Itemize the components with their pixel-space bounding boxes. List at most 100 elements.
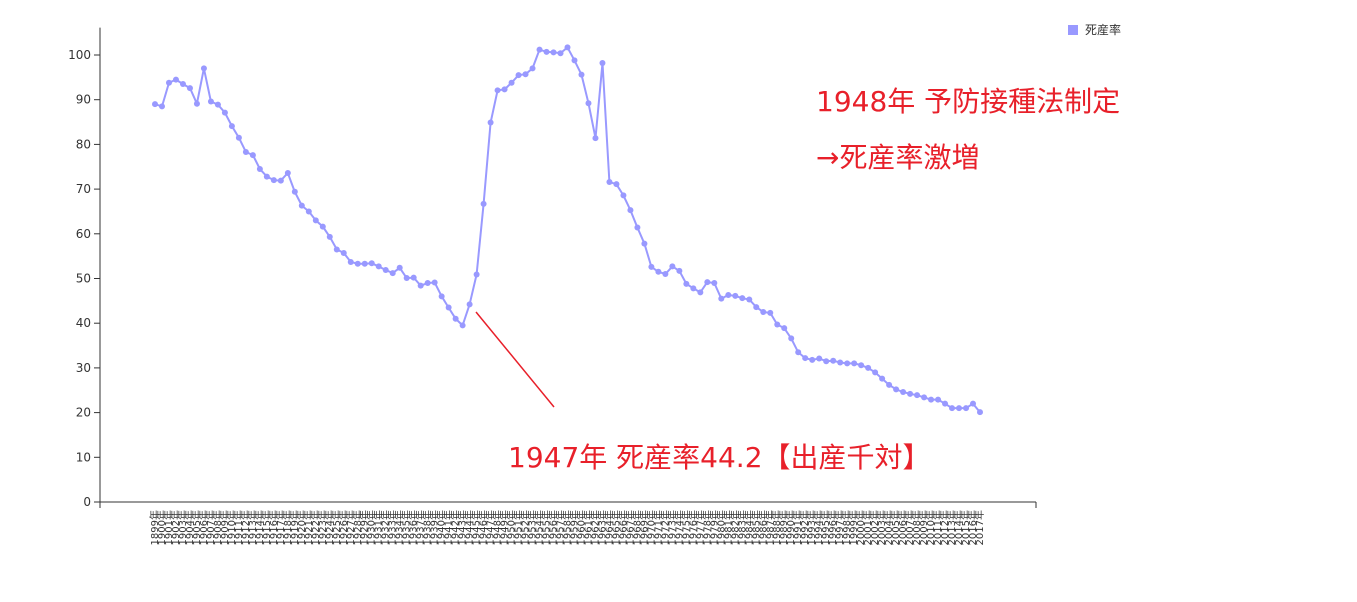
x-tick-label: 1933年 <box>386 510 399 545</box>
data-point <box>382 267 389 274</box>
x-tick-label: 1999年 <box>847 510 860 545</box>
x-tick-label: 1961年 <box>581 510 594 545</box>
data-point <box>865 364 872 371</box>
x-tick-label: 1991年 <box>791 510 804 545</box>
x-tick-label: 1911年 <box>232 510 245 545</box>
y-tick-label: 80 <box>76 137 91 151</box>
data-point <box>480 200 487 207</box>
y-tick-label: 30 <box>76 361 91 375</box>
data-point <box>543 48 550 55</box>
x-tick-label: 1992年 <box>798 510 811 545</box>
data-point <box>599 60 606 67</box>
data-point <box>473 271 480 278</box>
x-tick-label: 1922年 <box>309 510 322 545</box>
data-point <box>571 57 578 64</box>
data-point <box>347 258 354 265</box>
data-point <box>172 76 179 83</box>
x-tick-label: 2011年 <box>931 510 944 545</box>
x-tick-label: 2008年 <box>910 510 923 545</box>
x-tick-label: 1981年 <box>721 510 734 545</box>
x-tick-label: 2017年 <box>973 510 986 545</box>
annotation-arrow <box>475 311 555 408</box>
x-tick-label: 1899年 <box>148 510 161 545</box>
x-tick-label: 1982年 <box>728 510 741 545</box>
x-tick-label: 1969年 <box>637 510 650 545</box>
data-point <box>802 355 809 362</box>
data-point <box>158 103 165 110</box>
x-tick-label: 1980年 <box>714 510 727 545</box>
data-point <box>235 134 242 141</box>
data-point <box>627 207 634 214</box>
data-point <box>879 375 886 382</box>
data-point <box>823 358 830 365</box>
x-tick-label: 1904年 <box>183 510 196 545</box>
data-point <box>788 335 795 342</box>
x-tick-label: 1948年 <box>491 510 504 545</box>
x-tick-label: 1978年 <box>700 510 713 545</box>
x-tick-label: 1971年 <box>651 510 664 545</box>
x-tick-label: 1938年 <box>421 510 434 545</box>
data-point <box>452 315 459 322</box>
x-tick-label: 2001年 <box>861 510 874 545</box>
data-point <box>585 100 592 107</box>
x-tick-label: 1997年 <box>833 510 846 545</box>
data-point <box>739 295 746 302</box>
data-point <box>152 101 158 108</box>
x-tick-label: 1940年 <box>435 510 448 545</box>
data-point <box>459 322 466 329</box>
x-tick-label: 1950年 <box>505 510 518 545</box>
x-tick-label: 1966年 <box>616 510 629 545</box>
y-tick-label: 40 <box>76 316 91 330</box>
annotation-bottom: 1947年 死産率44.2【出産千対】 <box>508 441 931 474</box>
data-point <box>732 292 739 299</box>
x-tick-label: 1947年 <box>484 510 497 545</box>
data-point <box>655 268 662 275</box>
data-point <box>256 165 263 172</box>
data-point <box>928 396 935 403</box>
data-point <box>711 279 718 286</box>
data-point <box>424 279 431 286</box>
x-tick-label: 1918年 <box>281 510 294 545</box>
data-point <box>361 260 368 267</box>
x-tick-label: 1937年 <box>414 510 427 545</box>
x-tick-label: 1952年 <box>519 510 532 545</box>
data-point <box>760 309 767 316</box>
data-point <box>270 177 277 184</box>
data-point <box>515 72 522 79</box>
data-point <box>662 271 669 278</box>
x-tick-label: 1945年 <box>470 510 483 545</box>
data-point <box>816 355 823 362</box>
data-point <box>179 81 186 88</box>
x-tick-label: 1949年 <box>498 510 511 545</box>
data-point <box>837 359 844 366</box>
data-point <box>613 181 620 188</box>
data-point <box>683 280 690 287</box>
data-point <box>907 390 914 397</box>
legend: 死産率 <box>1068 22 1121 37</box>
data-point <box>410 274 417 281</box>
data-point <box>494 87 501 94</box>
data-point <box>389 270 396 277</box>
x-tick-label: 2016年 <box>966 510 979 545</box>
x-tick-label: 1964年 <box>602 510 615 545</box>
data-point <box>403 275 410 282</box>
annotation-top-line1: 1948年 予防接種法制定 <box>816 85 1120 118</box>
x-tick-label: 1906年 <box>197 510 210 545</box>
x-tick-label: 1902年 <box>169 510 182 545</box>
data-point <box>375 263 382 270</box>
data-point <box>242 148 249 155</box>
data-point <box>165 79 172 86</box>
data-point <box>438 293 445 300</box>
data-point <box>508 79 515 86</box>
x-tick-label: 1905年 <box>190 510 203 545</box>
data-point <box>893 386 900 393</box>
data-point <box>249 152 256 159</box>
x-tick-label: 1996年 <box>826 510 839 545</box>
x-tick-label: 1983年 <box>735 510 748 545</box>
data-point <box>564 44 571 51</box>
x-tick-label: 2000年 <box>854 510 867 545</box>
data-point <box>641 240 648 247</box>
x-tick-label: 1914年 <box>253 510 266 545</box>
x-tick-label: 1985年 <box>749 510 762 545</box>
x-tick-label: 1907年 <box>204 510 217 545</box>
